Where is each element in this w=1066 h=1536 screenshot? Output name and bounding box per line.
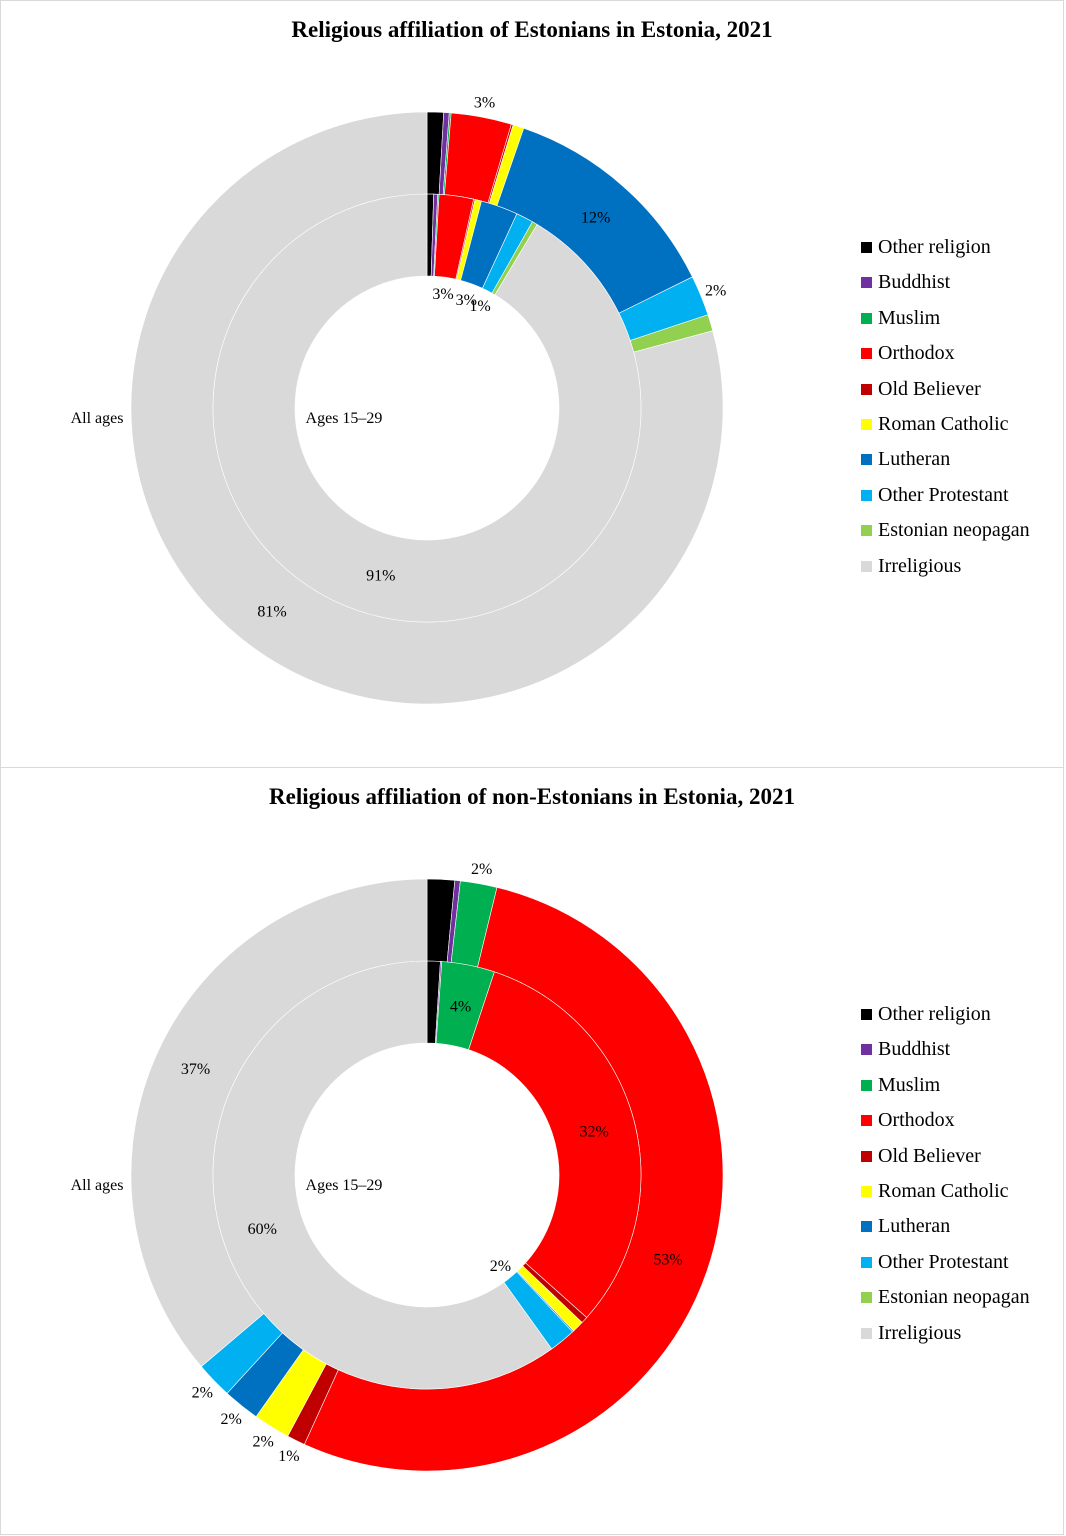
- legend-item-lutheran: Lutheran: [861, 446, 1061, 481]
- legend-item-irreligious: Irreligious: [861, 553, 1061, 588]
- legend-label: Other religion: [878, 236, 991, 258]
- legend-label: Lutheran: [878, 448, 951, 471]
- legend-swatch: [861, 383, 872, 395]
- data-label-all-ages-irreligious: 37%: [181, 1061, 210, 1078]
- legend-swatch: [861, 312, 872, 324]
- legend-swatch: [861, 277, 872, 289]
- slice-ages-15-29-orthodox: [468, 971, 642, 1318]
- legend-item-lutheran: Lutheran: [861, 1213, 1061, 1248]
- legend-swatch: [861, 1044, 872, 1056]
- legend-swatch: [861, 1079, 872, 1091]
- slice-ages-15-29-irreligious: [212, 960, 553, 1390]
- legend-swatch: [861, 348, 872, 360]
- data-label-all-ages-lutheran: 2%: [220, 1411, 241, 1428]
- data-label-ages-15-29-irreligious: 60%: [248, 1221, 277, 1238]
- chart-title: Religious affiliation of Estonians in Es…: [291, 17, 773, 42]
- legend-label: Estonian neopagan: [878, 1286, 1030, 1309]
- data-label-all-ages-old-believer: 1%: [278, 1448, 299, 1465]
- legend-swatch: [861, 489, 872, 501]
- legend-label: Buddhist: [878, 271, 951, 294]
- data-label-all-ages-roman-catholic: 2%: [252, 1434, 273, 1451]
- legend-swatch: [861, 1221, 872, 1233]
- legend-label: Irreligious: [878, 554, 962, 577]
- legend-label: Other Protestant: [878, 1250, 1009, 1273]
- legend-item-other-protestant: Other Protestant: [861, 1249, 1061, 1284]
- legend-swatch: [861, 1115, 872, 1127]
- legend-swatch: [861, 525, 872, 537]
- legend-item-estonian-neopagan: Estonian neopagan: [861, 1284, 1061, 1319]
- ring-label-all-ages: All ages: [71, 410, 124, 427]
- legend-label: Muslim: [878, 1073, 941, 1096]
- ring-label-ages-15-29: Ages 15–29: [306, 410, 383, 427]
- legend-item-orthodox: Orthodox: [861, 340, 1061, 375]
- legend: Other religion Buddhist Muslim Orthodox …: [861, 1001, 1061, 1355]
- legend-item-buddhist: Buddhist: [861, 269, 1061, 304]
- data-label-ages-15-29-other-protestant: 1%: [469, 298, 490, 315]
- legend-label: Other religion: [878, 1003, 991, 1025]
- donut-chart-estonians: All ages Ages 15–293%12%2%81%3% 3%1%91%: [71, 94, 726, 705]
- data-label-ages-15-29-muslim: 4%: [450, 998, 471, 1015]
- legend-item-muslim: Muslim: [861, 305, 1061, 340]
- legend-item-old-believer: Old Believer: [861, 1143, 1061, 1178]
- legend-label: Old Believer: [878, 1144, 981, 1167]
- slice-ages-15-29-irreligious: [212, 193, 642, 623]
- legend-swatch: [861, 1150, 872, 1162]
- legend-item-estonian-neopagan: Estonian neopagan: [861, 517, 1061, 552]
- data-label-all-ages-orthodox: 3%: [474, 94, 495, 111]
- legend-label: Lutheran: [878, 1215, 951, 1238]
- legend-item-other-protestant: Other Protestant: [861, 482, 1061, 517]
- legend-label: Other Protestant: [878, 483, 1009, 506]
- legend-item-old-believer: Old Believer: [861, 376, 1061, 411]
- legend-item-muslim: Muslim: [861, 1072, 1061, 1107]
- legend-label: Roman Catholic: [878, 1179, 1009, 1202]
- legend-item-other-religion: Other religion: [861, 1001, 1061, 1036]
- legend-item-roman-catholic: Roman Catholic: [861, 411, 1061, 446]
- legend-label: Irreligious: [878, 1321, 962, 1344]
- data-label-all-ages-other-protestant: 2%: [192, 1384, 213, 1401]
- chart-panel-non-estonians: Religious affiliation of non-Estonians i…: [0, 767, 1064, 1535]
- data-label-ages-15-29-lutheran: 3%: [456, 292, 477, 309]
- legend: Other religion Buddhist Muslim Orthodox …: [861, 234, 1061, 588]
- legend-label: Old Believer: [878, 377, 981, 400]
- data-label-all-ages-other-protestant: 2%: [705, 283, 726, 300]
- legend-swatch: [861, 418, 872, 430]
- ring-label-all-ages: All ages: [71, 1177, 124, 1194]
- data-label-ages-15-29-orthodox: 32%: [579, 1123, 608, 1140]
- legend-label: Estonian neopagan: [878, 519, 1030, 542]
- legend-label: Roman Catholic: [878, 412, 1009, 435]
- legend-label: Orthodox: [878, 1109, 955, 1132]
- legend-swatch: [861, 1327, 872, 1339]
- chart-title: Religious affiliation of non-Estonians i…: [269, 784, 795, 809]
- legend-swatch: [861, 1185, 872, 1197]
- data-label-ages-15-29-orthodox: 3%: [432, 286, 453, 303]
- legend-item-roman-catholic: Roman Catholic: [861, 1178, 1061, 1213]
- data-label-all-ages-muslim: 2%: [471, 861, 492, 878]
- legend-label: Orthodox: [878, 342, 955, 365]
- data-label-ages-15-29-irreligious: 91%: [366, 568, 395, 585]
- legend-swatch: [861, 242, 872, 253]
- legend-item-irreligious: Irreligious: [861, 1320, 1061, 1355]
- legend-label: Muslim: [878, 306, 941, 329]
- legend-swatch: [861, 560, 872, 572]
- legend-swatch: [861, 1292, 872, 1304]
- data-label-all-ages-lutheran: 12%: [581, 210, 610, 227]
- legend-swatch: [861, 1009, 872, 1020]
- chart-panel-estonians: Religious affiliation of Estonians in Es…: [0, 0, 1064, 768]
- data-label-ages-15-29-other-protestant: 2%: [490, 1258, 511, 1275]
- legend-item-buddhist: Buddhist: [861, 1036, 1061, 1071]
- ring-label-ages-15-29: Ages 15–29: [306, 1177, 383, 1194]
- legend-item-other-religion: Other religion: [861, 234, 1061, 269]
- legend-swatch: [861, 1256, 872, 1268]
- data-label-all-ages-orthodox: 53%: [653, 1251, 682, 1268]
- legend-item-orthodox: Orthodox: [861, 1107, 1061, 1142]
- legend-label: Buddhist: [878, 1038, 951, 1061]
- legend-swatch: [861, 454, 872, 466]
- data-label-all-ages-irreligious: 81%: [257, 603, 286, 620]
- donut-chart-non-estonians: All ages Ages 15–29 2% 53% 1% 2% 2% 2% 37% 4% 32% 2…: [71, 861, 724, 1472]
